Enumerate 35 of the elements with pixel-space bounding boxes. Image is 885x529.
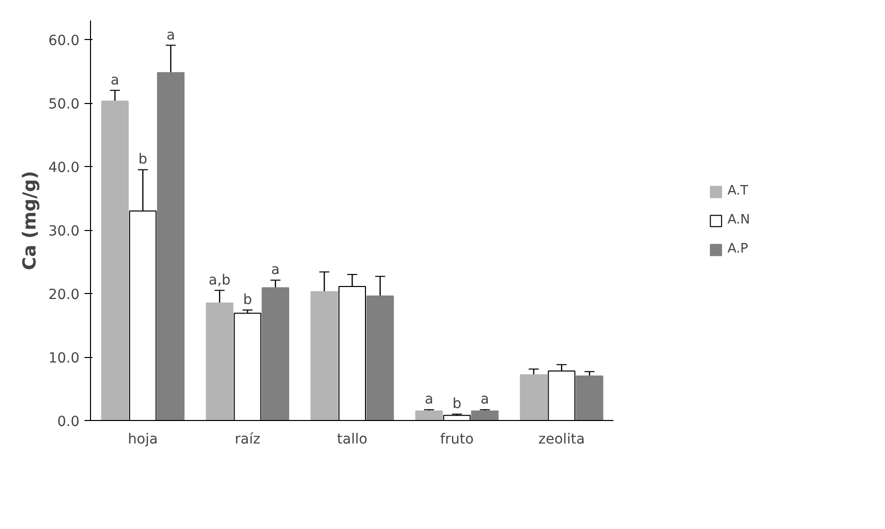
data-label: a: [480, 392, 490, 408]
bar: [520, 374, 548, 420]
bar: [415, 410, 443, 420]
bar: [366, 296, 394, 420]
bar: [157, 72, 185, 420]
y-tick-label: 40.0: [48, 160, 80, 176]
y-tick-label: 0.0: [57, 414, 80, 430]
y-tick-label: 60.0: [48, 33, 80, 50]
x-tick-label: tallo: [337, 432, 368, 448]
bar: [471, 410, 499, 420]
x-tick-label: zeolita: [538, 432, 585, 448]
y-tick-label: 20.0: [48, 287, 80, 304]
data-label: b: [138, 152, 148, 168]
legend-label: A.N: [727, 212, 750, 228]
data-label: b: [243, 292, 252, 308]
bar: [206, 302, 234, 420]
y-tick-label: 10.0: [48, 350, 80, 367]
data-label: b: [452, 396, 462, 412]
bar: [310, 291, 338, 420]
legend-label: A.T: [727, 184, 748, 198]
y-axis-title: Ca (mg/g): [19, 170, 40, 270]
legend-label: A.P: [727, 242, 748, 256]
y-tick-label: 50.0: [48, 96, 80, 113]
data-label: a: [424, 392, 434, 408]
x-tick-label: raíz: [234, 432, 260, 448]
bar: [576, 376, 604, 420]
y-tick-label: 30.0: [48, 224, 80, 240]
data-label: a: [110, 72, 120, 88]
x-tick-label: hoja: [128, 432, 158, 448]
x-tick-label: fruto: [440, 432, 474, 448]
data-label: a: [166, 27, 176, 44]
bar: [101, 100, 129, 420]
data-label: a,b: [208, 272, 231, 288]
bar: [262, 287, 290, 420]
data-label: a: [271, 262, 280, 278]
